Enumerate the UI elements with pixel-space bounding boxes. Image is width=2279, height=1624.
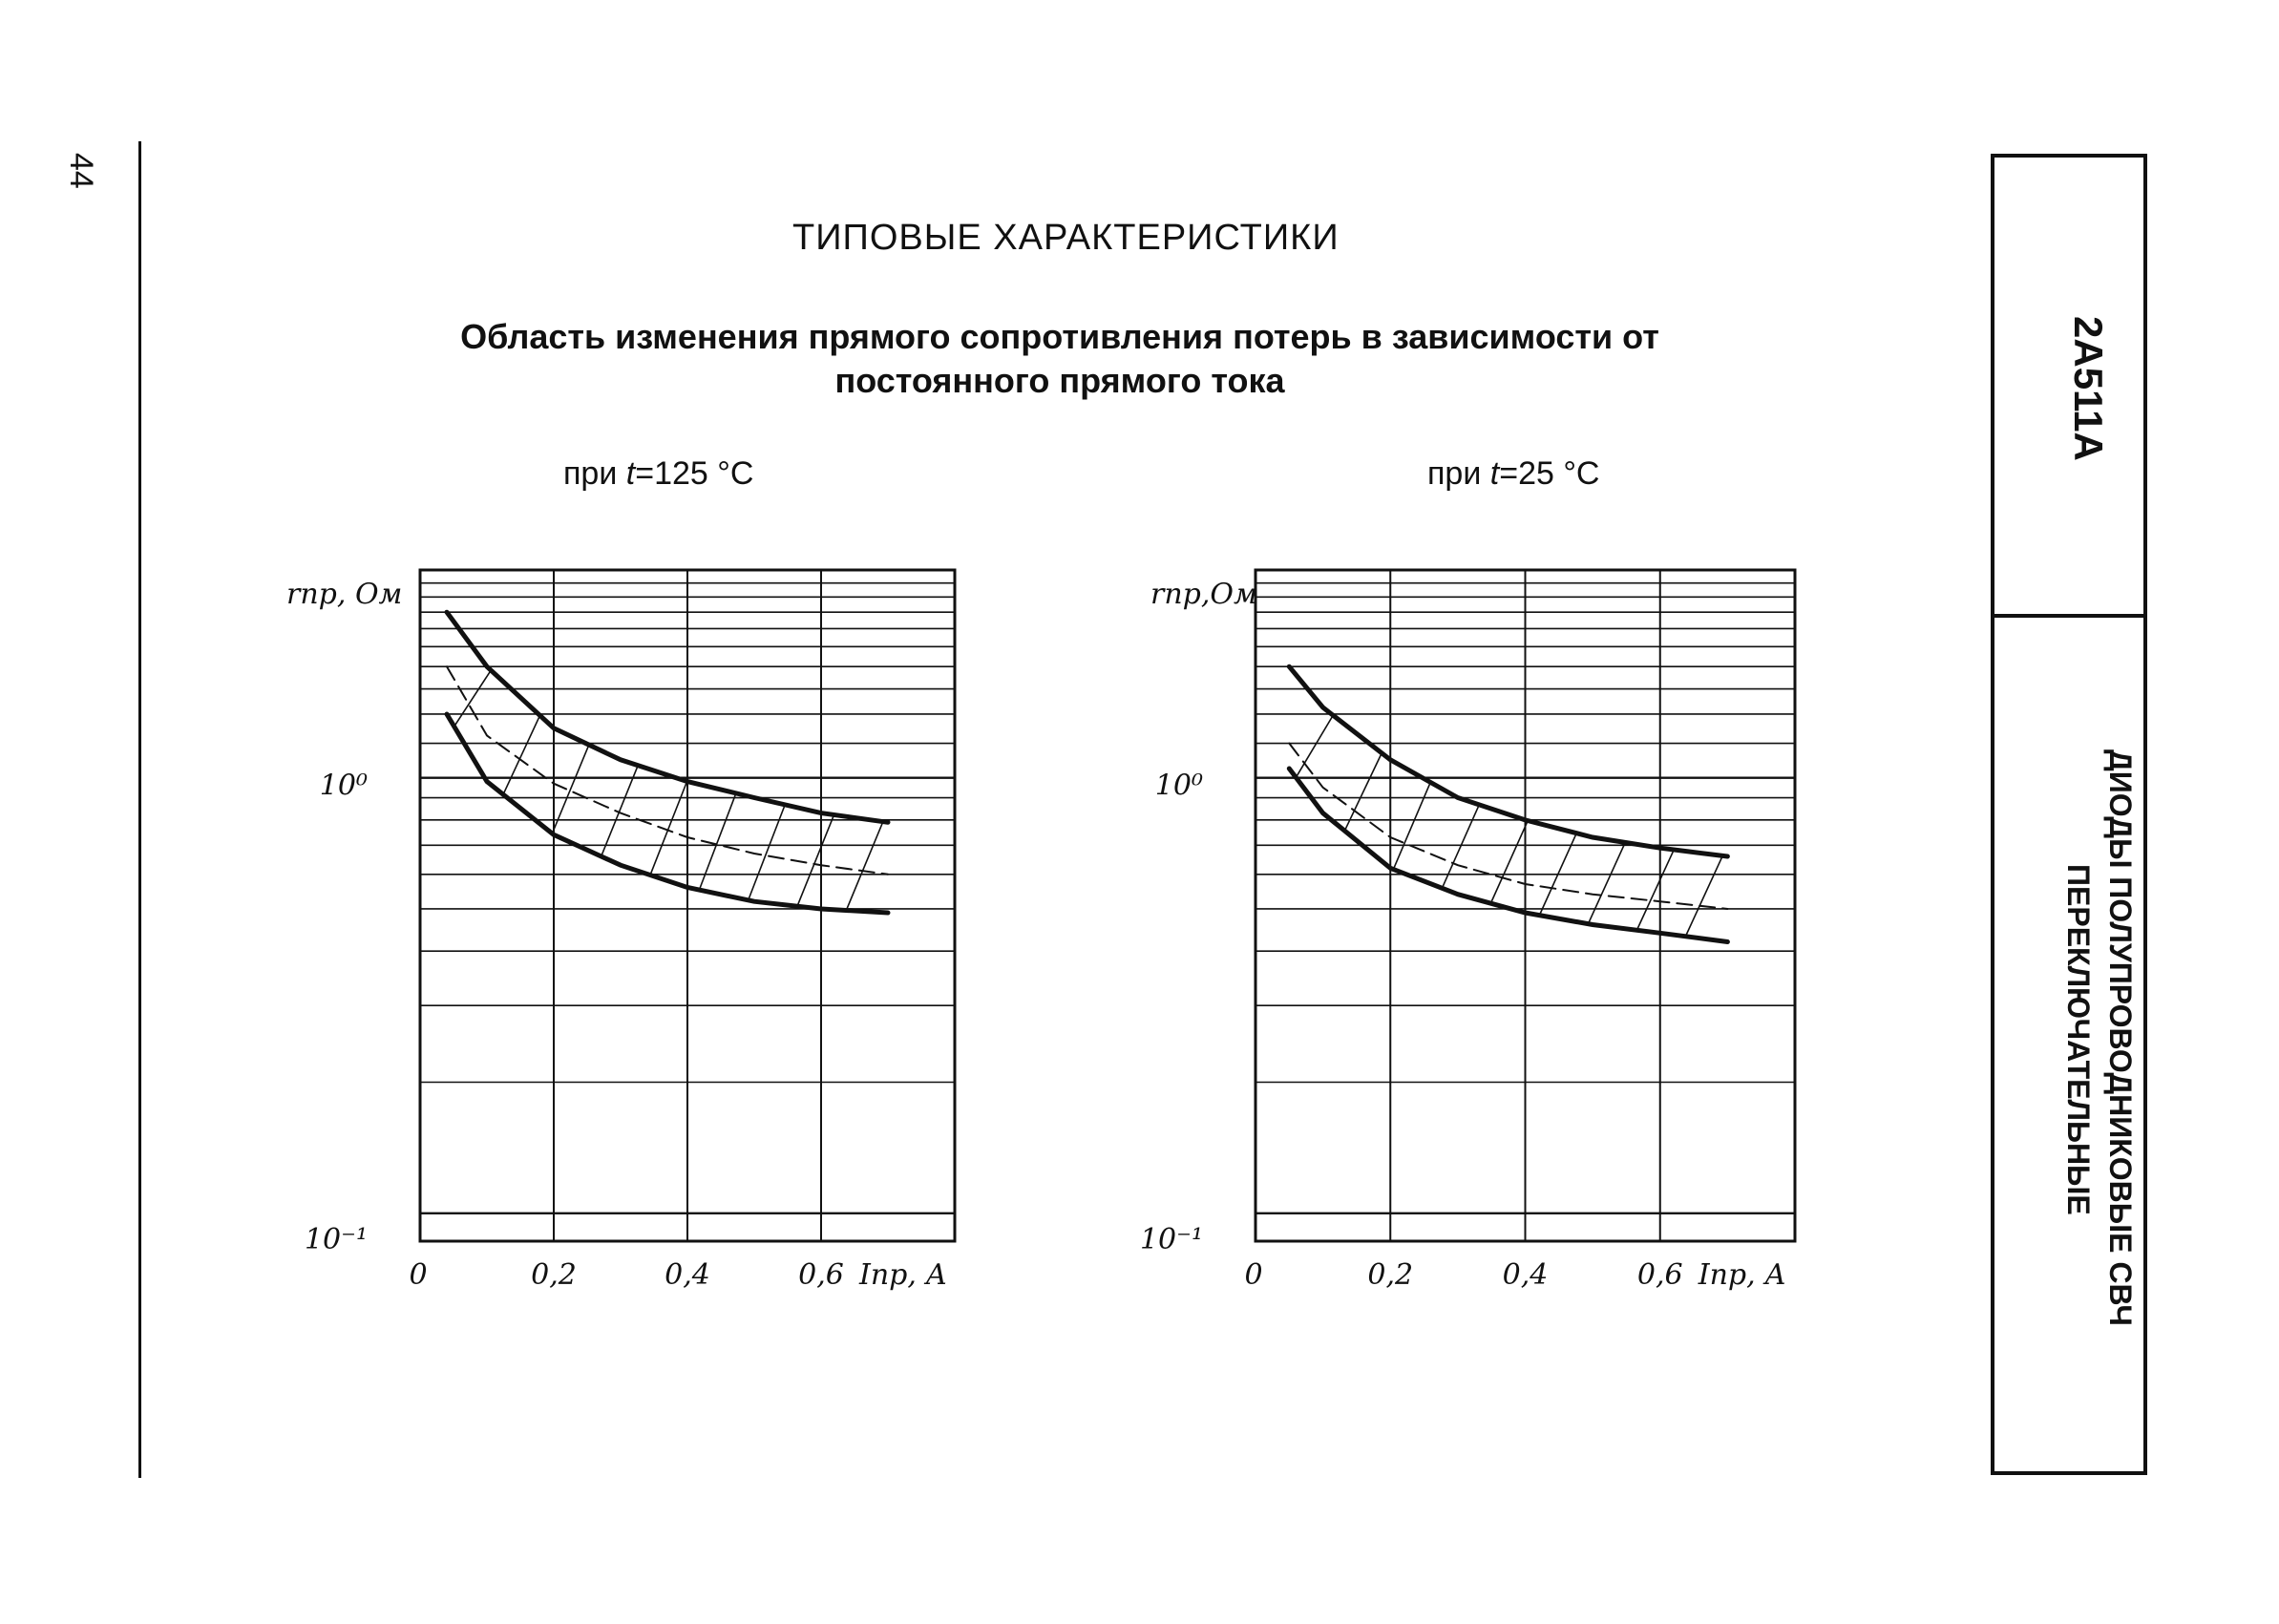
condition-label-left: при t=125 °C bbox=[563, 455, 753, 493]
chart-caption: Область изменения прямого сопротивления … bbox=[460, 317, 1659, 400]
x-tick-label: 0 bbox=[409, 1258, 427, 1292]
hatch-line bbox=[796, 814, 835, 907]
x-tick-label: 0 bbox=[1244, 1258, 1262, 1292]
hatch-line bbox=[649, 781, 688, 875]
hatch-line bbox=[551, 744, 590, 834]
condition-var: t bbox=[1489, 455, 1500, 492]
y-tick-label: 10⁻¹ bbox=[305, 1223, 368, 1256]
upper-bound-curve bbox=[1286, 664, 1730, 859]
chart-panel-1: rпр, Ом 10⁰ 10⁻¹ 0 0,2 0,4 0,6 Iпр, А bbox=[286, 568, 957, 1292]
condition-prefix: при bbox=[563, 455, 618, 492]
x-axis-label: Iпр, А bbox=[858, 1258, 947, 1292]
hatch-line bbox=[1587, 842, 1626, 924]
y-tick-label: 10⁻¹ bbox=[1140, 1223, 1203, 1256]
y-axis-label: rпр, Ом bbox=[286, 578, 402, 611]
side-title-block: 2А511А ДИОДЫ ПОЛУПРОВОДНИКОВЫЕ СВЧ ПЕРЕК… bbox=[1991, 154, 2147, 1475]
lower-bound-curve bbox=[1286, 766, 1730, 944]
typical-curve bbox=[1288, 742, 1729, 910]
x-tick-label: 0,4 bbox=[1503, 1258, 1549, 1292]
lower-bound-curve bbox=[444, 711, 891, 916]
condition-label-right: при t=25 °C bbox=[1427, 455, 1600, 493]
device-model: 2А511А bbox=[2066, 316, 2111, 461]
y-axis-label: rпр,Ом bbox=[1150, 578, 1257, 611]
condition-value: =25 °C bbox=[1499, 455, 1600, 492]
device-series-line1: ДИОДЫ ПОЛУПРОВОДНИКОВЫЕ СВЧ bbox=[2103, 749, 2138, 1326]
condition-value: =125 °C bbox=[635, 455, 754, 492]
hatch-line bbox=[1684, 854, 1724, 938]
chart-panel-2: rпр,Ом 10⁰ 10⁻¹ 0 0,2 0,4 0,6 Iпр, А bbox=[1140, 568, 1797, 1292]
left-margin-rule bbox=[138, 141, 141, 1478]
hatch-line bbox=[1441, 804, 1480, 889]
device-series-line2: ПЕРЕКЛЮЧАТЕЛЬНЫЕ bbox=[2061, 864, 2096, 1215]
hatch-line bbox=[454, 669, 492, 728]
upper-bound-curve bbox=[444, 609, 891, 825]
hatch-line bbox=[845, 821, 884, 911]
hatch-line bbox=[1295, 714, 1334, 778]
x-axis-label: Iпр, А bbox=[1698, 1258, 1786, 1292]
x-tick-label: 0,2 bbox=[531, 1258, 577, 1292]
x-tick-label: 0,2 bbox=[1367, 1258, 1413, 1292]
y-tick-label: 10⁰ bbox=[1155, 770, 1203, 803]
hatch-line bbox=[1489, 820, 1529, 904]
x-tick-label: 0,4 bbox=[665, 1258, 710, 1292]
y-tick-label: 10⁰ bbox=[320, 770, 368, 803]
hatch-line bbox=[698, 792, 737, 891]
hatch-line bbox=[1538, 833, 1577, 916]
x-tick-label: 0,6 bbox=[798, 1258, 844, 1292]
x-tick-label: 0,6 bbox=[1637, 1258, 1683, 1292]
hatch-line bbox=[502, 715, 541, 795]
hatch-line bbox=[1343, 752, 1382, 832]
hatch-line bbox=[600, 765, 639, 857]
page-heading: ТИПОВЫЕ ХАРАКТЕРИСТИКИ bbox=[792, 218, 1340, 258]
hatch-line bbox=[1392, 782, 1431, 870]
hatch-line bbox=[747, 804, 786, 901]
typical-curve bbox=[446, 665, 889, 875]
condition-prefix: при bbox=[1427, 455, 1482, 492]
side-divider bbox=[1994, 614, 2143, 618]
hatch-line bbox=[1635, 849, 1675, 931]
condition-var: t bbox=[625, 455, 636, 492]
